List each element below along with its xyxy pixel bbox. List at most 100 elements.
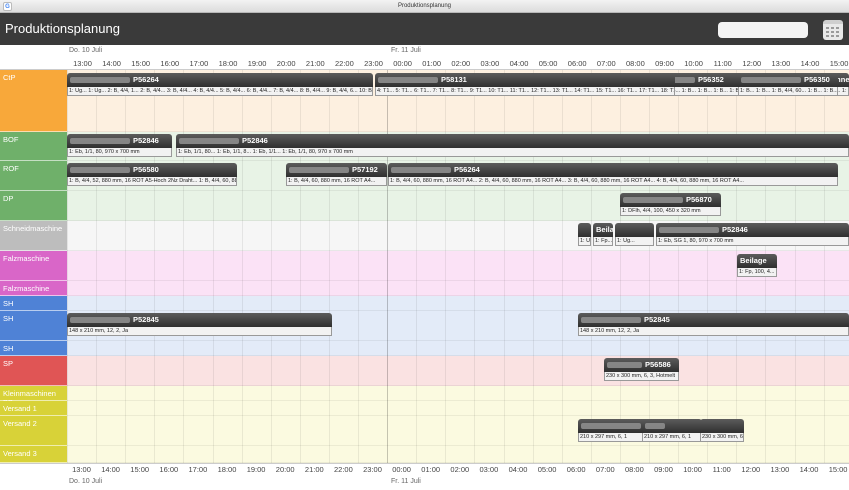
resource-lane[interactable] [67,401,849,416]
resource-label[interactable]: Falzmaschine [0,251,67,281]
job-block[interactable]: P56580 1: B, 4/4, 52, 880 mm, 16 ROT A5-H… [67,163,237,186]
hour-label: 14:00 [800,59,820,68]
hour-label: 08:00 [625,465,644,474]
job-header: P52846 [67,134,172,148]
job-block[interactable]: P57192 1: B, 4/4, 60, 880 mm, 16 ROT A4..… [286,163,387,186]
resource-label[interactable]: SP [0,356,67,386]
hour-label: 03:00 [479,465,499,474]
hour-gridline [503,70,505,463]
hour-label: 05:00 [538,59,558,68]
resource-label[interactable]: DP [0,191,67,221]
hour-label: 07:00 [595,465,615,474]
resource-lane[interactable] [67,356,849,386]
hour-label: 20:00 [275,465,295,474]
resource-label[interactable]: Kleinmaschinen BB [0,386,67,407]
hour-label: 02:00 [451,59,471,68]
resource-label[interactable]: Versand 3 [0,446,67,463]
job-detail: 1: B, 4/4, 52, 880 mm, 16 ROT A5-Hoch 2N… [67,177,237,186]
resource-lane[interactable] [67,251,849,281]
job-block[interactable]: Beilage 1: Fp, 100, 4... [737,254,777,277]
hour-label: 08:00 [626,59,645,68]
resource-label[interactable]: BOF [0,132,67,161]
job-block[interactable]: P56264 1: Ug... 1: Ug... 2: B, 4/4, 1... … [67,73,373,96]
redacted-text [70,167,130,174]
job-block[interactable]: P56350 1: B... 1: B... 1: B, 4/4, 60... 1… [738,73,838,96]
resource-lane[interactable] [67,281,849,296]
job-detail: 230 x 300 mm, 6, 3 [700,433,744,442]
resource-row: DP [0,191,849,221]
resource-label[interactable]: Versand 1 [0,401,67,416]
app-header: Produktionsplanung [0,13,849,45]
job-block[interactable]: P58131 4: T1... 5: T1... 6: T1... 7: T1..… [375,73,675,96]
resource-label[interactable]: Versand 2 [0,416,67,446]
hour-label: 06:00 [566,465,586,474]
resource-lane[interactable] [67,296,849,311]
resource-label[interactable]: ROF [0,161,67,191]
job-block[interactable]: 1: Ug... [615,223,654,246]
search-input[interactable] [718,22,808,38]
resource-label[interactable]: Falzmaschine [0,281,67,296]
hour-gridline [474,70,476,463]
hour-label: 00:00 [392,465,411,474]
job-header: P58131 [375,73,675,87]
redacted-text [378,77,438,84]
hour-gridline [125,70,127,463]
job-block[interactable]: Beilage 1: Fp... [593,223,613,246]
hour-label: 17:00 [188,465,208,474]
resource-label[interactable]: CtP [0,70,67,132]
hour-label: 01:00 [422,59,442,68]
resource-lane[interactable] [67,446,849,463]
job-detail: 1: Ug... 1: Ug... 2: B, 4/4, 1... 2: B, … [67,87,373,96]
resource-label[interactable]: SH [0,296,67,311]
redacted-text [179,138,239,145]
hour-label: 13:00 [771,59,791,68]
hour-label: 07:00 [596,59,616,68]
hour-label: 16:00 [160,59,180,68]
job-id: P52846 [722,225,748,234]
hour-label: 22:00 [335,59,354,68]
hour-label: 13:00 [770,465,790,474]
job-detail: 230 x 300 mm, 6, 3, Hotmelt [604,372,679,381]
hour-gridline [241,70,243,463]
hour-label: 14:00 [799,465,819,474]
resource-lane[interactable] [67,341,849,356]
job-block[interactable]: P52846 1: Eb, 1/1, 80... 1: Eb, 1/1, 8...… [176,134,849,157]
hour-gridline [358,70,359,463]
hour-gridline [678,70,680,463]
job-header: P56264 [67,73,373,87]
window-title: Produktionsplanung [397,3,452,9]
calendar-icon[interactable] [823,20,843,40]
redacted-text [607,362,642,369]
hour-label: 15:00 [131,59,151,68]
resource-label[interactable]: SH [0,341,67,356]
job-block[interactable]: P52845 148 x 210 mm, 12, 2, Ja [578,313,849,336]
job-id: P52846 [242,136,268,145]
resource-label[interactable]: Schneidmaschine [0,221,67,251]
job-header: P52845 [67,313,332,327]
job-block[interactable]: P52845 148 x 210 mm, 12, 2, Ja [67,313,332,336]
redacted-text [391,167,451,174]
resource-label[interactable]: SH [0,311,67,341]
job-detail: 148 x 210 mm, 12, 2, Ja [67,327,332,336]
job-block[interactable]: 230 x 300 mm, 6, 3 [700,419,744,442]
hour-label: 15:00 [130,465,150,474]
job-block[interactable]: P56586 230 x 300 mm, 6, 3, Hotmelt [604,358,679,381]
hour-label: 19:00 [247,59,267,68]
redacted-text [659,227,719,234]
job-block[interactable]: P56264 1: B, 4/4, 60, 880 mm, 16 ROT A4..… [388,163,838,186]
job-block[interactable]: 1: U... [578,223,591,246]
resource-row: SH [0,296,849,311]
job-block[interactable]: 210 x 297 mm, 6, 1 [642,419,702,442]
hour-label: 09:00 [654,465,673,474]
day-label: Do. 10 Juli [69,478,103,485]
resource-lane[interactable] [67,386,849,401]
hour-label: 14:00 [102,59,121,68]
job-block[interactable]: P56870 1: DFlh, 4/4, 100, 450 x 320 mm [620,193,721,216]
hour-gridline [299,70,301,463]
job-detail: 210 x 297 mm, 6, 1 [642,433,702,442]
job-block[interactable]: P52846 1: Eb, SG 1, 80, 970 x 700 mm [656,223,849,246]
job-id: Beilage [596,225,613,234]
job-block[interactable]: P52846 1: Eb, 1/1, 80, 970 x 700 mm [67,134,172,157]
job-header: P52846 [656,223,849,237]
redacted-text [581,317,641,324]
